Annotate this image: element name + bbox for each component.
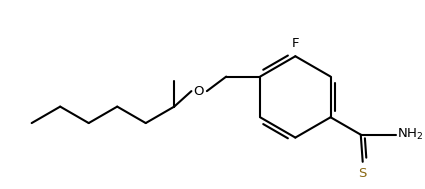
Text: O: O	[193, 85, 204, 98]
Text: NH$_2$: NH$_2$	[397, 127, 423, 142]
Text: F: F	[292, 37, 299, 50]
Text: S: S	[359, 167, 367, 180]
